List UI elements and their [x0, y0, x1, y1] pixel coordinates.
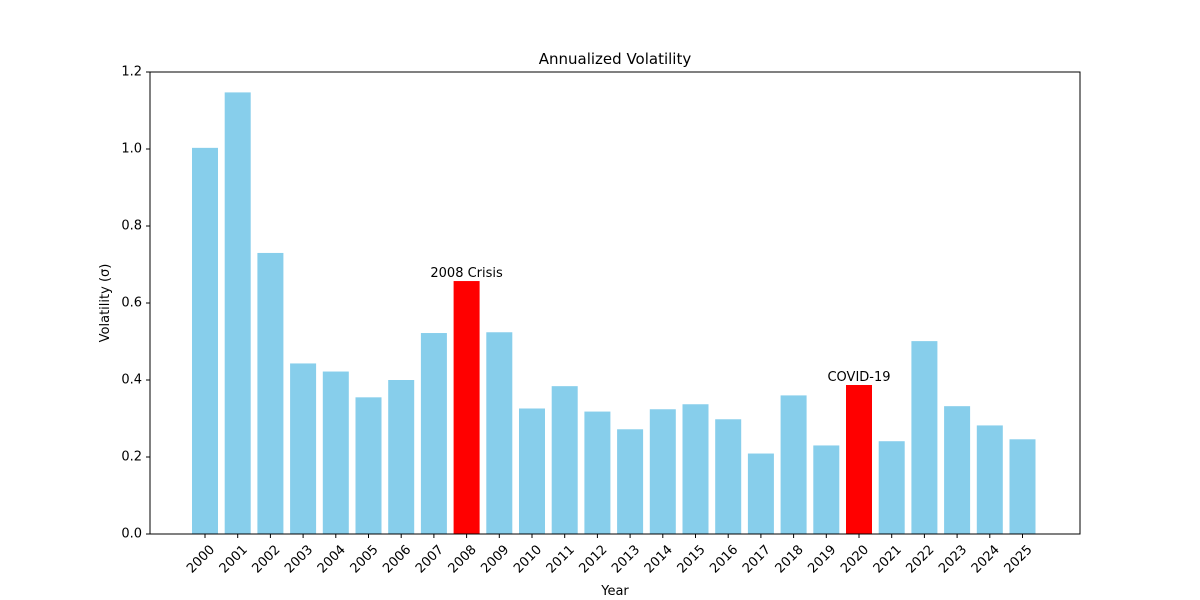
- bar-2013: [617, 429, 644, 534]
- bar-2005: [355, 397, 382, 534]
- y-tick-label-3: 0.6: [121, 296, 142, 311]
- x-tick-label-2006: 2006: [380, 542, 414, 576]
- x-tick-label-2012: 2012: [576, 542, 610, 576]
- annotation-2008: 2008 Crisis: [430, 266, 503, 281]
- x-tick-label-2009: 2009: [478, 542, 512, 576]
- bar-2002: [257, 252, 284, 534]
- y-tick-label-6: 1.2: [121, 65, 142, 80]
- bar-2009: [486, 332, 513, 534]
- x-tick-label-2020: 2020: [838, 542, 872, 576]
- y-tick-label-1: 0.2: [121, 450, 142, 465]
- y-tick-label-5: 1.0: [121, 142, 142, 157]
- bar-2016: [715, 419, 742, 534]
- bar-2004: [322, 371, 349, 534]
- x-tick-label-2025: 2025: [1002, 542, 1036, 576]
- x-tick-label-2017: 2017: [740, 542, 774, 576]
- y-tick-label-2: 0.4: [121, 373, 142, 388]
- x-tick-label-2001: 2001: [217, 542, 251, 576]
- bar-2008: [453, 281, 480, 534]
- annotations-group: 2008 Crisis COVID-19: [430, 266, 890, 385]
- bar-2024: [976, 425, 1003, 534]
- x-tick-label-2005: 2005: [348, 542, 382, 576]
- bar-2015: [682, 404, 709, 534]
- bar-2021: [878, 441, 905, 534]
- y-tick-label-0: 0.0: [121, 527, 142, 542]
- bar-2017: [747, 453, 774, 534]
- x-tick-label-2011: 2011: [544, 542, 578, 576]
- annotation-2020: COVID-19: [827, 370, 890, 385]
- x-tick-label-2000: 2000: [184, 542, 218, 576]
- bar-2001: [224, 92, 251, 535]
- bar-2014: [649, 409, 676, 534]
- chart-title: Annualized Volatility: [539, 50, 692, 68]
- bars-group: [192, 92, 1036, 535]
- y-axis-title: Volatility (σ): [98, 264, 113, 343]
- x-tick-label-2022: 2022: [903, 542, 937, 576]
- x-tick-label-2024: 2024: [969, 542, 1003, 576]
- x-axis: 2000200120022003200420052006200720082009…: [184, 534, 1036, 576]
- bar-2018: [780, 395, 807, 534]
- bar-2012: [584, 411, 611, 534]
- y-axis: 0.0 0.2 0.4 0.6 0.8 1.0 1.2: [121, 65, 150, 542]
- x-tick-label-2004: 2004: [315, 542, 349, 576]
- x-tick-label-2015: 2015: [675, 542, 709, 576]
- x-tick-label-2002: 2002: [249, 542, 283, 576]
- bar-2019: [813, 445, 840, 534]
- x-tick-label-2018: 2018: [773, 542, 807, 576]
- x-tick-label-2007: 2007: [413, 542, 447, 576]
- x-tick-label-2014: 2014: [642, 542, 676, 576]
- bar-2025: [1009, 439, 1036, 534]
- bar-2006: [388, 380, 415, 534]
- x-tick-label-2008: 2008: [446, 542, 480, 576]
- x-tick-label-2023: 2023: [936, 542, 970, 576]
- plot-frame: [149, 71, 1081, 535]
- bar-2010: [519, 408, 545, 534]
- bar-2003: [290, 363, 317, 534]
- x-tick-label-2010: 2010: [511, 542, 545, 576]
- x-axis-title: Year: [600, 584, 629, 599]
- bar-2020: [846, 385, 872, 534]
- x-tick-label-2019: 2019: [805, 542, 839, 576]
- bar-2023: [944, 406, 971, 534]
- bar-2000: [192, 147, 218, 534]
- bar-2007: [420, 333, 447, 534]
- bar-2011: [551, 386, 578, 534]
- x-tick-label-2021: 2021: [871, 542, 905, 576]
- x-tick-label-2003: 2003: [282, 542, 316, 576]
- x-tick-label-2013: 2013: [609, 542, 643, 576]
- bar-2022: [911, 341, 938, 534]
- x-tick-label-2016: 2016: [707, 542, 741, 576]
- y-tick-label-4: 0.8: [121, 219, 142, 234]
